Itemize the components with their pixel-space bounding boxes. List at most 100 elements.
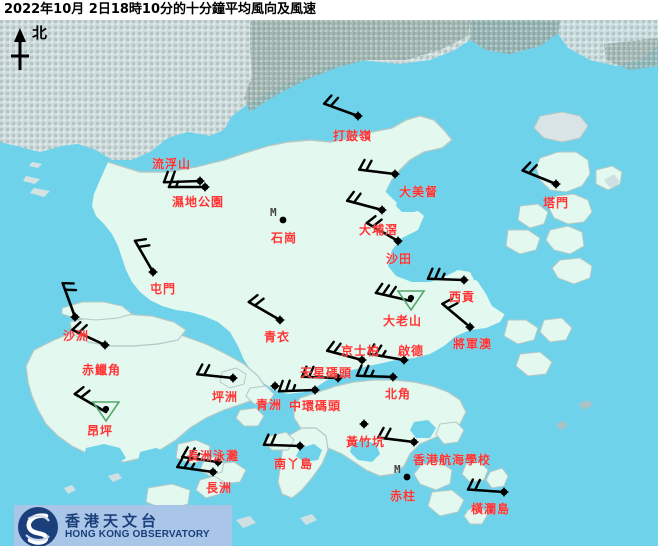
wind-barb-full [262,433,270,446]
station-16[interactable] [277,379,320,395]
station-label: 啟德 [398,344,425,358]
station-22[interactable] [73,385,121,423]
station-label: 沙洲 [63,329,90,343]
wind-barb-half [381,349,387,358]
station-11[interactable] [441,297,475,332]
wind-barb-shaft [426,277,466,282]
north-arrow: 北 [6,26,58,74]
wind-barb-full [374,282,384,295]
station-9[interactable] [426,267,469,285]
green-inverted-triangle-icon [396,290,426,312]
wind-barb-full [446,301,459,310]
station-label: 青衣 [264,330,291,344]
wind-barb-full [307,365,315,379]
station-label: 南丫島 [274,457,314,471]
station-5[interactable] [357,158,400,179]
station-8[interactable] [521,161,561,189]
station-label: 長洲泳灘 [187,449,240,463]
wind-barb-full [269,433,277,447]
black-star-station-icon [279,216,287,224]
station-label: 京士柏 [341,344,381,358]
station-1[interactable] [167,175,210,192]
wind-barb-shaft [355,374,395,379]
station-label: 大埔滘 [359,223,399,237]
wind-barb-full [441,297,454,306]
wind-barb-full [426,267,434,280]
station-29[interactable] [466,478,509,497]
wind-barb-full [181,446,189,459]
wind-barb-full [367,343,376,355]
wind-barb-full [277,379,284,393]
station-18[interactable] [355,364,398,382]
station-21[interactable] [71,321,110,350]
station-7[interactable] [365,214,403,246]
wind-barb-full [167,175,175,189]
wind-barb-full [365,159,373,172]
wind-barb-full [162,170,169,184]
station-20[interactable] [61,281,80,322]
station-label: 北角 [385,387,412,401]
wind-barb-half [190,462,196,471]
station-23[interactable] [181,446,223,467]
wind-barb-full [183,457,191,470]
station-3[interactable] [133,238,158,277]
station-4[interactable] [322,94,363,121]
wind-barb-full [358,158,366,171]
wind-barb-shaft [262,443,302,448]
station-27[interactable] [376,426,419,447]
wind-barb-full [322,94,333,105]
station-label: 塔門 [543,196,570,210]
wind-barb-full [384,427,392,440]
wind-barb-full [137,244,151,249]
station-label: 打鼓嶺 [333,129,373,143]
station-10[interactable] [374,282,426,312]
station-label: 大老山 [383,314,423,328]
station-24[interactable] [176,456,218,477]
wind-barb-full [388,285,398,298]
station-26[interactable] [359,419,369,429]
station-13[interactable] [325,340,367,365]
wind-barb-full [377,426,385,439]
station-label: 赤柱 [390,489,417,503]
wind-barb-full [362,364,370,378]
green-inverted-triangle-icon [91,401,121,423]
station-6[interactable] [345,190,387,215]
station-label: 沙田 [386,252,413,266]
black-star-station-icon [403,473,411,481]
station-17[interactable] [270,381,280,391]
wind-barb-full [79,389,91,399]
hko-swirl-logo-icon [18,507,58,546]
station-label: 濕地公園 [172,195,225,209]
wind-barb-full [329,96,340,108]
wind-barb-full [352,192,362,204]
hko-logo-chinese: 香港天文台 [65,512,161,530]
wind-barb-full [176,456,184,469]
station-2[interactable]: M [270,206,287,224]
station-14[interactable] [367,343,409,365]
wind-barb-full [202,364,211,377]
north-arrow-label: 北 [32,24,48,42]
station-25[interactable] [262,433,305,451]
station-label: 天星碼頭 [300,366,353,380]
station-label: 青洲 [256,398,283,412]
station-label: 將軍澳 [453,337,493,351]
wind-barb-full [381,284,391,296]
station-15[interactable] [300,365,343,383]
hko-logo-text: 香港天文台 HONG KONG OBSERVATORY [65,513,210,541]
station-19[interactable] [195,363,238,383]
hko-logo: 香港天文台 HONG KONG OBSERVATORY [14,505,232,546]
hko-logo-english: HONG KONG OBSERVATORY [65,529,210,540]
wind-barb-full [433,267,441,281]
station-28[interactable]: M [394,463,411,481]
wind-barb-full [77,323,88,334]
station-label: 中環碼頭 [289,399,342,413]
black-star-station-icon [407,294,415,302]
m-letter-marker-icon: M [270,206,277,219]
wind-barb-half [369,369,375,378]
station-label: 坪洲 [212,390,239,404]
station-12[interactable] [247,293,285,325]
wind-barb-full [521,161,532,172]
wind-barb-full [365,214,377,225]
